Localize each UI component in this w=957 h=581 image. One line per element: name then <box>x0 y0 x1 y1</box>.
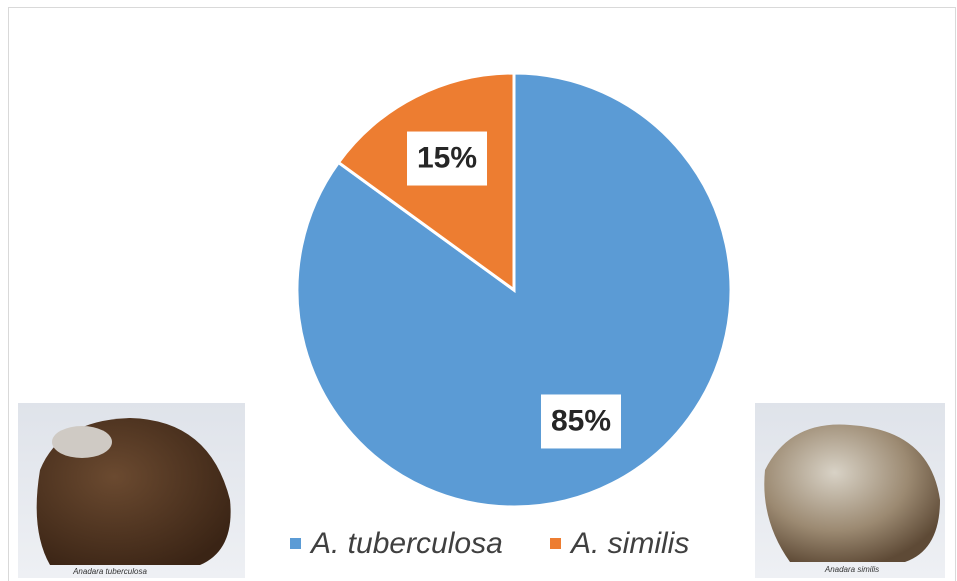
pie: 85% 15% <box>297 73 731 507</box>
legend-swatch <box>290 538 301 549</box>
page: Anadara tuberculosa Anadara similis 85% 1… <box>0 0 957 581</box>
data-label: 85% <box>551 404 611 437</box>
data-label: 15% <box>417 141 477 174</box>
photo-caption: Anadara similis <box>824 565 879 574</box>
photo-caption: Anadara tuberculosa <box>72 567 147 576</box>
photo-right: Anadara similis <box>755 403 945 578</box>
legend-label: A. similis <box>569 527 689 560</box>
legend-swatch <box>550 538 561 549</box>
legend: A. tuberculosa A. similis <box>290 527 689 560</box>
legend-label: A. tuberculosa <box>309 527 503 560</box>
photo-left: Anadara tuberculosa <box>18 403 245 578</box>
chart: Anadara tuberculosa Anadara similis 85% 1… <box>0 0 957 581</box>
